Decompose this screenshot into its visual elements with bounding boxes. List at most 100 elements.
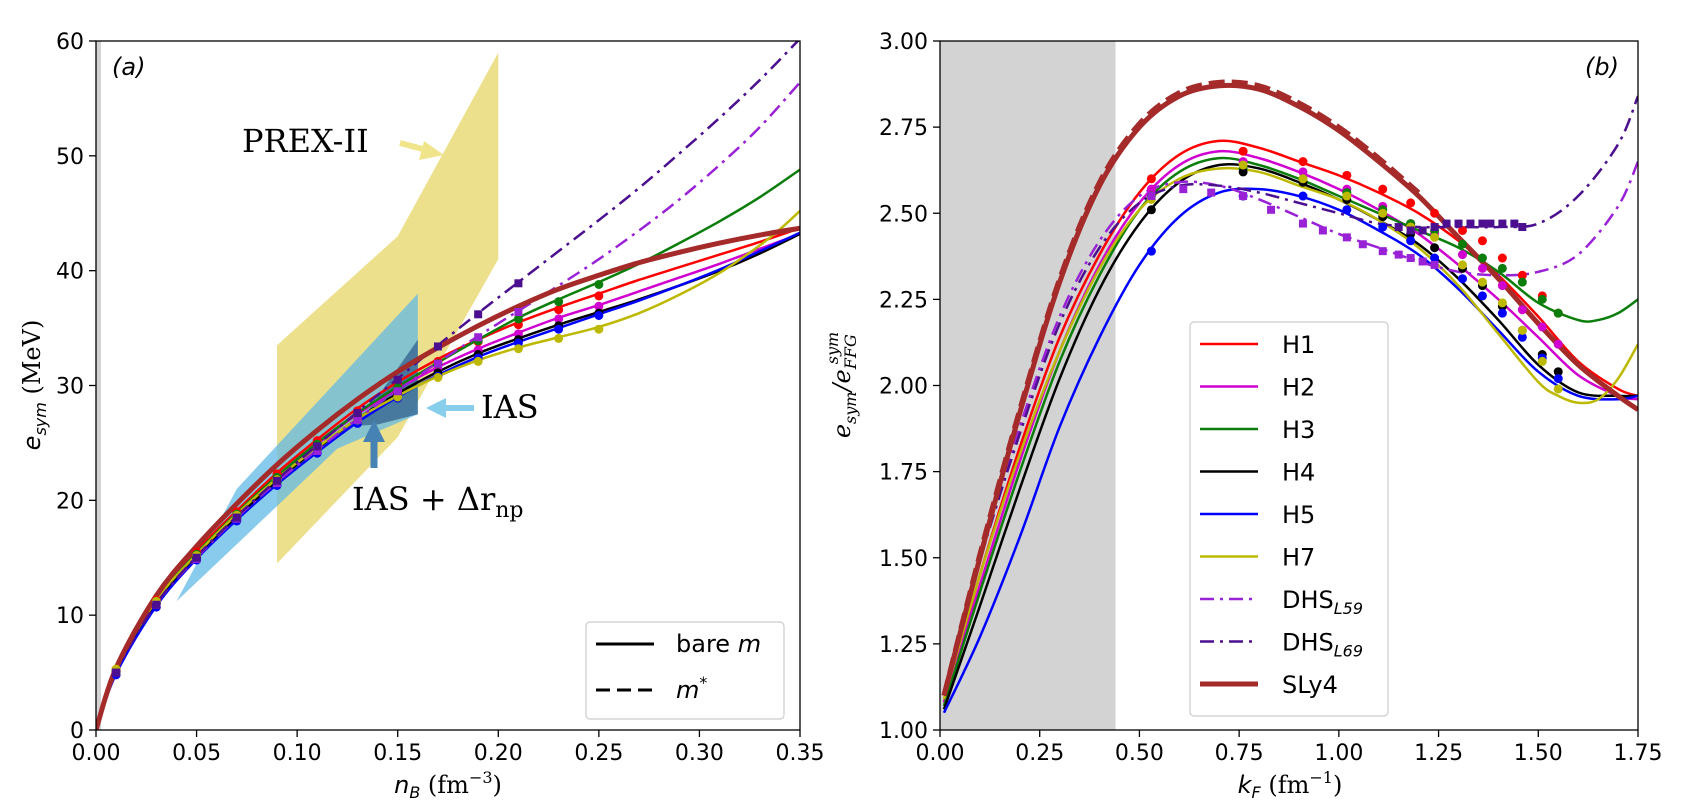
data-point bbox=[1458, 274, 1468, 284]
data-point bbox=[1430, 223, 1439, 232]
data-point bbox=[1378, 184, 1388, 194]
x-tick-label: 1.50 bbox=[1514, 741, 1563, 766]
data-point bbox=[1517, 277, 1527, 287]
data-point bbox=[1497, 298, 1507, 308]
y-tick-label: 2.75 bbox=[879, 116, 928, 141]
panel-b: 0.00 0.25 0.50 0.75 1.00 1.25 1.50 1.75 1.00 1.25… bbox=[823, 30, 1662, 800]
panel-a-ylabel: esym (MeV) bbox=[18, 320, 50, 451]
series-line-h4 bbox=[942, 162, 1638, 710]
data-point bbox=[1553, 339, 1563, 349]
legend-b-label: DHSL69 bbox=[1282, 629, 1363, 661]
y-tick-label: 1.00 bbox=[879, 719, 928, 744]
x-tick-label: 0.50 bbox=[1115, 741, 1164, 766]
data-point bbox=[1418, 257, 1427, 266]
data-point bbox=[1342, 233, 1351, 242]
x-tick-label: 0.00 bbox=[72, 741, 121, 766]
data-point bbox=[353, 409, 362, 418]
data-point bbox=[474, 310, 483, 319]
x-tick-label: 1.25 bbox=[1414, 741, 1463, 766]
y-tick-label: 2.00 bbox=[879, 375, 928, 400]
prex-ii-label: PREX-II bbox=[242, 122, 369, 160]
data-point bbox=[1378, 208, 1388, 218]
data-point bbox=[554, 297, 564, 307]
series-line-sly4-m- bbox=[941, 79, 1421, 697]
ias-drnp-arrow bbox=[363, 420, 385, 468]
data-point bbox=[1517, 305, 1527, 315]
data-point bbox=[1497, 308, 1507, 318]
y-tick-label: 50 bbox=[56, 145, 84, 170]
data-point bbox=[1518, 223, 1527, 232]
legend-b-label: H2 bbox=[1282, 374, 1315, 402]
data-point bbox=[514, 279, 523, 288]
data-point bbox=[1418, 226, 1427, 235]
x-tick-label: 1.00 bbox=[1314, 741, 1363, 766]
data-point bbox=[273, 476, 282, 485]
data-point bbox=[1394, 223, 1403, 232]
data-point bbox=[1378, 247, 1387, 256]
y-tick-label: 10 bbox=[56, 604, 84, 629]
data-point bbox=[1179, 185, 1188, 194]
data-point bbox=[1454, 219, 1463, 228]
panel-b-xlabel: kF (fm−1) bbox=[1238, 768, 1343, 800]
data-point bbox=[1298, 219, 1307, 228]
legend-b-label: H5 bbox=[1282, 501, 1315, 529]
data-point bbox=[433, 359, 442, 368]
data-point bbox=[1517, 325, 1527, 335]
data-point bbox=[513, 314, 523, 324]
data-point bbox=[1458, 239, 1468, 249]
data-point bbox=[1537, 356, 1547, 366]
data-point bbox=[1477, 291, 1487, 301]
legend-b-label: SLy4 bbox=[1282, 671, 1338, 699]
data-point bbox=[513, 344, 523, 354]
data-point bbox=[393, 375, 402, 384]
data-point bbox=[1207, 188, 1216, 197]
data-point bbox=[1458, 225, 1468, 235]
legend-a-m-star: m* bbox=[676, 673, 707, 704]
data-point bbox=[1298, 191, 1308, 201]
y-tick-label: 1.75 bbox=[879, 461, 928, 486]
series-line-h5 bbox=[942, 187, 1638, 714]
data-point bbox=[1406, 254, 1415, 263]
data-point bbox=[1267, 205, 1276, 214]
legend-a-bare-m: bare m bbox=[676, 630, 761, 658]
data-point bbox=[1477, 253, 1487, 263]
y-tick-label: 20 bbox=[56, 489, 84, 514]
panel-a: 0.00 0.05 0.10 0.15 0.20 0.25 0.30 0.35 0 10 20 30 4… bbox=[18, 30, 824, 800]
data-point bbox=[112, 668, 121, 677]
data-point bbox=[192, 553, 201, 562]
legend-b-label: H1 bbox=[1282, 331, 1315, 359]
data-point bbox=[1318, 226, 1327, 235]
data-point bbox=[554, 305, 564, 315]
data-point bbox=[1486, 219, 1495, 228]
data-point bbox=[1537, 322, 1547, 332]
data-point bbox=[1298, 174, 1308, 184]
data-point bbox=[1497, 253, 1507, 263]
data-point bbox=[1238, 167, 1248, 177]
y-tick-label: 40 bbox=[56, 260, 84, 285]
data-point bbox=[514, 308, 523, 317]
data-point bbox=[1342, 170, 1352, 180]
x-tick-label: 0.05 bbox=[172, 741, 221, 766]
data-point bbox=[1146, 246, 1156, 256]
data-point bbox=[1342, 205, 1352, 215]
y-tick-label: 60 bbox=[56, 30, 84, 55]
x-tick-label: 1.75 bbox=[1614, 741, 1663, 766]
data-point bbox=[1497, 263, 1507, 273]
data-point bbox=[313, 442, 322, 451]
data-point bbox=[1458, 260, 1468, 270]
data-point bbox=[554, 314, 564, 324]
data-point bbox=[1517, 332, 1527, 342]
y-tick-label: 3.00 bbox=[879, 30, 928, 55]
x-tick-label: 0.15 bbox=[373, 741, 422, 766]
data-point bbox=[594, 310, 604, 320]
shaded-region bbox=[96, 41, 101, 730]
data-point bbox=[1394, 250, 1403, 259]
data-point bbox=[1458, 250, 1468, 260]
data-point bbox=[1553, 384, 1563, 394]
legend-a: bare m m* bbox=[585, 621, 785, 720]
y-tick-label: 2.25 bbox=[879, 288, 928, 313]
data-point bbox=[554, 333, 564, 343]
panel-a-tag: (a) bbox=[112, 53, 145, 81]
data-point bbox=[594, 291, 604, 301]
x-tick-label: 0.75 bbox=[1215, 741, 1264, 766]
